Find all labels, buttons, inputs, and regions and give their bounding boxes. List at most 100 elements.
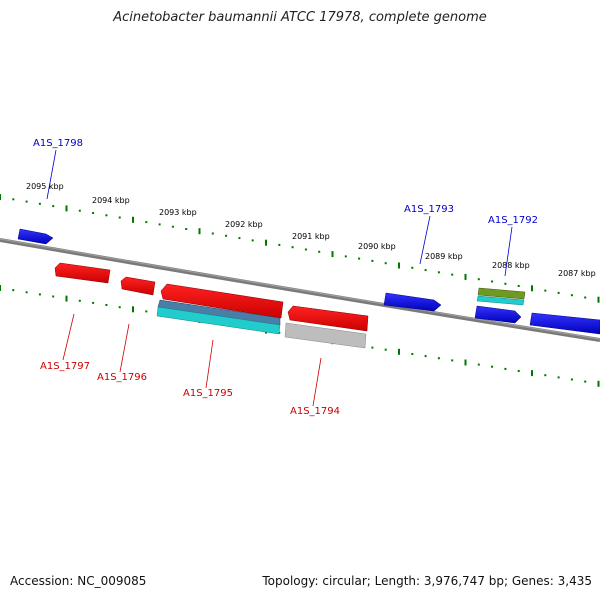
minor-tick xyxy=(38,202,41,205)
minor-tick xyxy=(12,289,15,292)
minor-tick xyxy=(424,355,427,358)
gene-a1s-1792[interactable] xyxy=(474,305,522,324)
minor-tick xyxy=(38,293,41,296)
reverse-gene-labels: A1S_1797 A1S_1796 A1S_1795 A1S_1794 xyxy=(40,361,340,417)
minor-tick xyxy=(384,262,387,265)
gene-a1s-1798[interactable] xyxy=(17,228,54,245)
gene-a1s-1795[interactable] xyxy=(160,283,284,319)
leader-line xyxy=(312,357,322,407)
minor-tick xyxy=(145,310,148,313)
minor-tick xyxy=(371,259,374,262)
forward-genes xyxy=(17,228,600,335)
major-tick xyxy=(398,348,400,355)
leader-line xyxy=(504,226,513,277)
minor-tick xyxy=(424,269,427,272)
minor-tick xyxy=(211,232,214,235)
kbp-label: 2090 kbp xyxy=(358,242,396,251)
forward-gene-labels: A1S_1798 A1S_1793 A1S_1792 xyxy=(33,138,538,226)
leader-line xyxy=(62,313,75,361)
leader-line xyxy=(46,149,57,200)
minor-tick xyxy=(557,291,560,294)
minor-tick xyxy=(278,243,281,246)
minor-tick xyxy=(451,359,454,362)
kbp-scale-labels: 2095 kbp 2094 kbp 2093 kbp 2092 kbp 2091… xyxy=(26,182,596,278)
major-tick xyxy=(531,285,533,292)
major-tick xyxy=(265,239,267,246)
minor-tick xyxy=(570,294,573,297)
major-tick xyxy=(132,306,134,313)
minor-tick xyxy=(437,357,440,360)
feature-teal-band[interactable] xyxy=(156,306,281,335)
leader-line xyxy=(119,323,130,373)
leader-line xyxy=(419,215,431,265)
minor-tick xyxy=(105,304,108,306)
kbp-label: 2095 kbp xyxy=(26,182,64,191)
minor-tick xyxy=(304,248,307,251)
major-tick xyxy=(464,273,467,280)
gene-a1s-1793[interactable] xyxy=(383,292,442,312)
tick-row-upper xyxy=(0,194,600,303)
feature-gray-band[interactable] xyxy=(284,322,367,349)
minor-tick xyxy=(92,301,95,304)
minor-tick xyxy=(358,257,361,260)
minor-tick xyxy=(344,255,347,258)
minor-tick xyxy=(584,296,587,299)
minor-tick xyxy=(517,370,520,372)
minor-tick xyxy=(544,374,547,377)
minor-tick xyxy=(158,223,161,226)
gene-a1s-1797[interactable] xyxy=(54,262,111,284)
minor-tick xyxy=(584,380,587,383)
gene-label-a1s-1797[interactable]: A1S_1797 xyxy=(40,361,90,372)
minor-tick xyxy=(12,198,15,201)
minor-tick xyxy=(171,225,174,228)
major-tick xyxy=(132,216,134,223)
gene-a1s-1792-features xyxy=(476,287,526,306)
major-tick xyxy=(65,295,68,302)
kbp-label: 2093 kbp xyxy=(159,208,197,217)
gene-label-a1s-1798[interactable]: A1S_1798 xyxy=(33,138,83,149)
gene-label-a1s-1794[interactable]: A1S_1794 xyxy=(290,406,340,417)
minor-tick xyxy=(557,376,560,379)
minor-tick xyxy=(25,200,28,203)
kbp-label: 2089 kbp xyxy=(425,252,463,261)
minor-tick xyxy=(451,273,454,276)
gene-feature-bands xyxy=(156,299,367,349)
gene-label-a1s-1796[interactable]: A1S_1796 xyxy=(97,372,147,383)
gene-label-a1s-1795[interactable]: A1S_1795 xyxy=(183,388,233,399)
gene-a1s-1794[interactable] xyxy=(287,305,369,332)
feature-teal-band[interactable] xyxy=(476,295,525,306)
minor-tick xyxy=(517,285,520,287)
minor-tick xyxy=(225,234,228,237)
minor-tick xyxy=(185,228,188,230)
label-leader-lines xyxy=(46,149,513,407)
minor-tick xyxy=(491,280,494,283)
minor-tick xyxy=(411,266,414,269)
gene-label-a1s-1793[interactable]: A1S_1793 xyxy=(404,204,454,215)
minor-tick xyxy=(118,306,121,309)
major-tick xyxy=(597,380,600,387)
minor-tick xyxy=(291,246,294,249)
minor-tick xyxy=(52,205,55,208)
leader-line xyxy=(205,339,214,389)
feature-olive-band[interactable] xyxy=(477,287,526,300)
minor-tick xyxy=(570,378,573,381)
kbp-label: 2088 kbp xyxy=(492,261,530,270)
major-tick xyxy=(597,296,600,303)
genome-backbone xyxy=(0,238,600,342)
major-tick xyxy=(531,370,533,377)
minor-tick xyxy=(411,353,414,355)
gene-a1s-1796[interactable] xyxy=(120,276,156,296)
minor-tick xyxy=(504,282,507,285)
gene-label-a1s-1792[interactable]: A1S_1792 xyxy=(488,215,538,226)
minor-tick xyxy=(25,291,28,294)
major-tick xyxy=(65,205,68,212)
gene-right-edge[interactable] xyxy=(529,312,600,335)
minor-tick xyxy=(105,214,108,217)
minor-tick xyxy=(544,289,547,292)
genome-backbone-highlight xyxy=(0,238,600,340)
minor-tick xyxy=(491,365,494,368)
minor-tick xyxy=(78,299,81,302)
minor-tick xyxy=(437,271,440,274)
kbp-label: 2094 kbp xyxy=(92,196,130,205)
